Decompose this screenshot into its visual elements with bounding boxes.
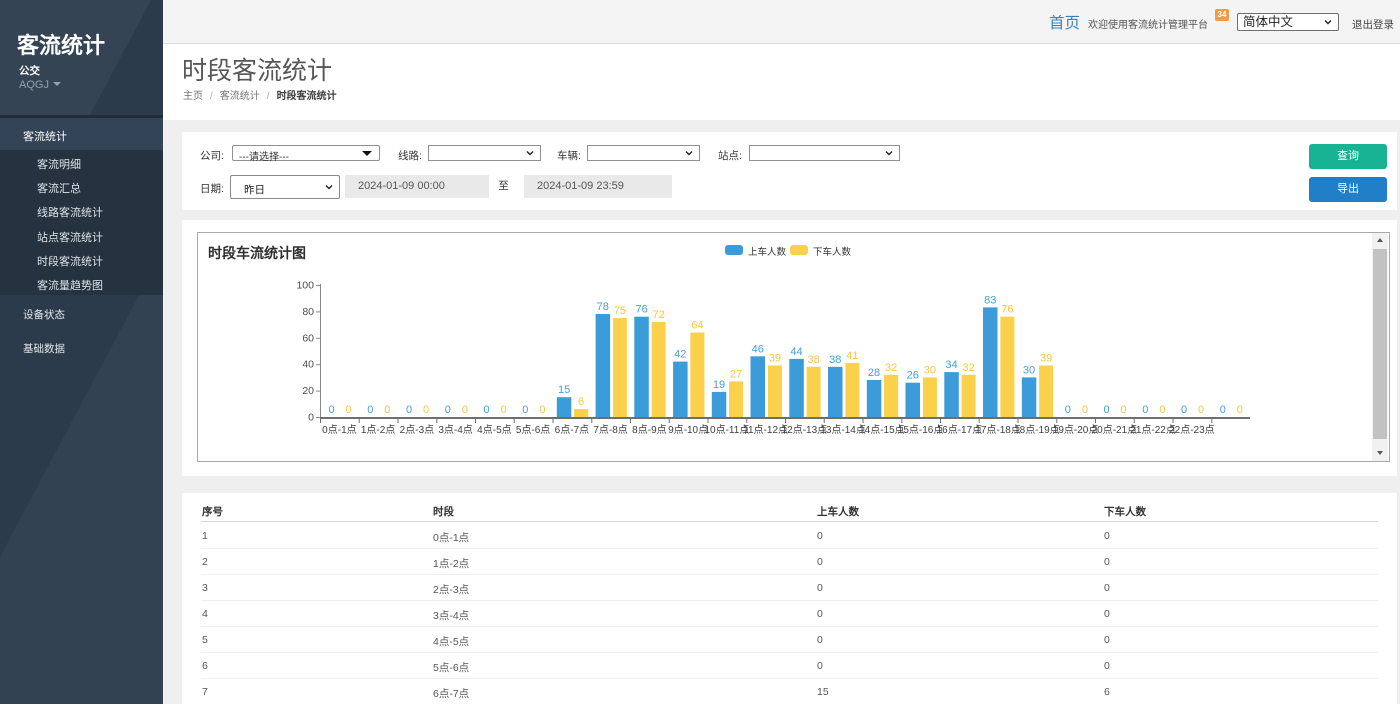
svg-text:0: 0 xyxy=(522,404,528,416)
svg-text:8点-9点: 8点-9点 xyxy=(632,424,666,436)
svg-text:0: 0 xyxy=(1220,404,1226,416)
svg-text:38: 38 xyxy=(829,354,841,366)
svg-text:60: 60 xyxy=(302,332,314,344)
svg-text:78: 78 xyxy=(597,301,609,313)
svg-text:46: 46 xyxy=(752,343,764,355)
svg-text:10点-11点: 10点-11点 xyxy=(704,424,749,436)
svg-text:0: 0 xyxy=(1198,404,1204,416)
svg-text:38: 38 xyxy=(807,354,819,366)
svg-text:72: 72 xyxy=(652,309,664,321)
svg-text:83: 83 xyxy=(984,294,996,306)
svg-text:0: 0 xyxy=(462,404,468,416)
svg-text:0: 0 xyxy=(1237,404,1243,416)
svg-text:40: 40 xyxy=(302,359,314,371)
svg-text:0: 0 xyxy=(539,404,545,416)
svg-text:27: 27 xyxy=(730,368,742,380)
svg-text:32: 32 xyxy=(885,362,897,374)
svg-text:14点-15点: 14点-15点 xyxy=(859,424,905,436)
svg-text:0: 0 xyxy=(1103,404,1109,416)
svg-text:22点-23点: 22点-23点 xyxy=(1169,424,1215,436)
svg-text:100: 100 xyxy=(296,280,314,292)
svg-text:13点-14点: 13点-14点 xyxy=(820,424,866,436)
svg-text:9点-10点: 9点-10点 xyxy=(668,424,708,436)
svg-text:2点-3点: 2点-3点 xyxy=(400,424,434,436)
svg-text:0: 0 xyxy=(346,404,352,416)
svg-text:6: 6 xyxy=(578,396,584,408)
svg-text:15点-16点: 15点-16点 xyxy=(898,424,944,436)
svg-text:0: 0 xyxy=(1065,404,1071,416)
svg-text:80: 80 xyxy=(302,306,314,318)
svg-text:42: 42 xyxy=(674,349,686,361)
svg-text:0: 0 xyxy=(406,404,412,416)
svg-text:0: 0 xyxy=(1142,404,1148,416)
svg-text:19点-20点: 19点-20点 xyxy=(1053,424,1099,436)
svg-text:20: 20 xyxy=(302,385,314,397)
svg-text:0: 0 xyxy=(1082,404,1088,416)
svg-text:32: 32 xyxy=(962,362,974,374)
svg-text:76: 76 xyxy=(635,304,647,316)
svg-text:39: 39 xyxy=(1040,353,1052,365)
svg-text:0: 0 xyxy=(367,404,373,416)
svg-text:15: 15 xyxy=(558,384,570,396)
svg-text:0: 0 xyxy=(329,404,335,416)
svg-text:1点-2点: 1点-2点 xyxy=(361,424,395,436)
svg-text:16点-17点: 16点-17点 xyxy=(937,424,983,436)
svg-text:41: 41 xyxy=(846,350,858,362)
svg-text:0: 0 xyxy=(423,404,429,416)
svg-text:75: 75 xyxy=(614,305,626,317)
svg-text:5点-6点: 5点-6点 xyxy=(516,424,550,436)
svg-text:0: 0 xyxy=(1181,404,1187,416)
svg-text:26: 26 xyxy=(907,370,919,382)
svg-text:39: 39 xyxy=(769,353,781,365)
svg-text:0: 0 xyxy=(1121,404,1127,416)
svg-text:0: 0 xyxy=(384,404,390,416)
svg-text:7点-8点: 7点-8点 xyxy=(593,424,627,436)
svg-text:12点-13点: 12点-13点 xyxy=(782,424,828,436)
svg-text:3点-4点: 3点-4点 xyxy=(438,424,472,436)
svg-text:11点-12点: 11点-12点 xyxy=(743,424,788,436)
svg-text:0: 0 xyxy=(1159,404,1165,416)
svg-text:4点-5点: 4点-5点 xyxy=(477,424,511,436)
svg-text:0点-1点: 0点-1点 xyxy=(322,424,356,436)
svg-text:34: 34 xyxy=(945,359,957,371)
svg-text:0: 0 xyxy=(445,404,451,416)
svg-text:0: 0 xyxy=(501,404,507,416)
svg-text:30: 30 xyxy=(1023,364,1035,376)
svg-text:28: 28 xyxy=(868,367,880,379)
svg-text:21点-22点: 21点-22点 xyxy=(1130,424,1176,436)
svg-text:30: 30 xyxy=(924,364,936,376)
svg-text:76: 76 xyxy=(1001,304,1013,316)
svg-text:6点-7点: 6点-7点 xyxy=(555,424,589,436)
svg-text:20点-21点: 20点-21点 xyxy=(1092,424,1138,436)
svg-text:17点-18点: 17点-18点 xyxy=(975,424,1021,436)
svg-text:64: 64 xyxy=(691,320,703,332)
svg-text:44: 44 xyxy=(790,346,802,358)
svg-text:0: 0 xyxy=(484,404,490,416)
svg-text:0: 0 xyxy=(308,412,314,424)
svg-text:19: 19 xyxy=(713,379,725,391)
svg-text:18点-19点: 18点-19点 xyxy=(1014,424,1060,436)
